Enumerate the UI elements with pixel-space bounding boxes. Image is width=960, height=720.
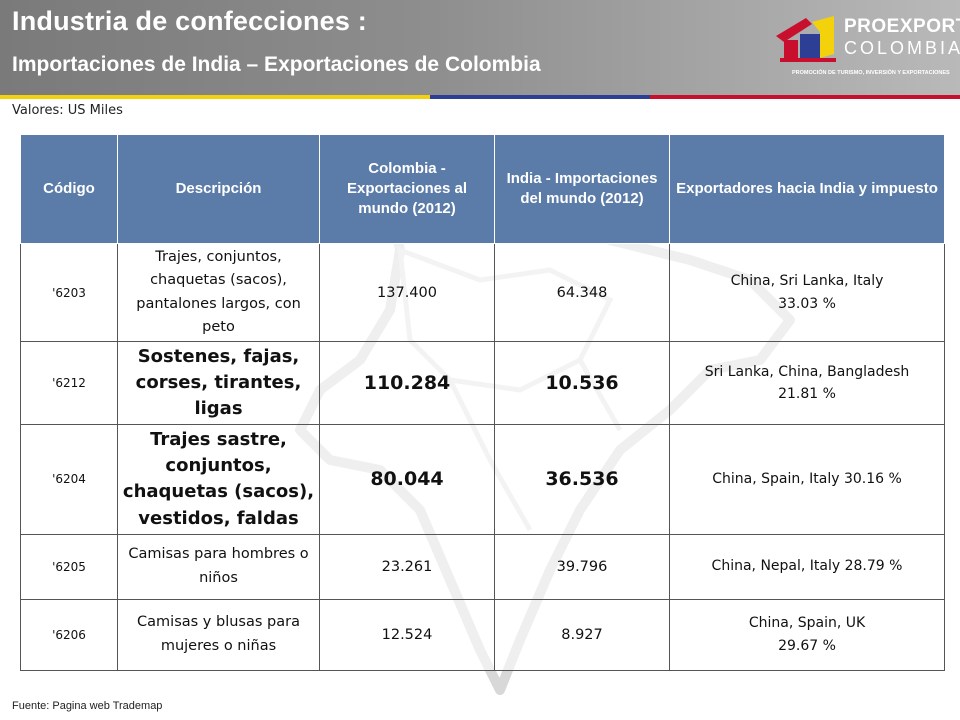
- cell-india-imports: 39.796: [494, 533, 670, 600]
- cell-code: '6212: [20, 340, 118, 426]
- cell-colombia-exports: 137.400: [319, 243, 495, 342]
- proexport-logo-icon: [776, 16, 836, 62]
- cell-description: Camisas para hombres o niños: [117, 533, 320, 600]
- exporters-countries: China, Spain, UK: [748, 615, 866, 632]
- cell-code: '6204: [20, 424, 118, 535]
- units-note: Valores: US Miles: [12, 103, 123, 118]
- cell-india-imports: 10.536: [494, 340, 670, 426]
- header-india-imports: India - Importaciones del mundo (2012): [494, 134, 670, 244]
- header-colombia-exports: Colombia - Exportaciones al mundo (2012): [319, 134, 495, 244]
- flag-stripe-red: [650, 95, 960, 99]
- table-row: '6212 Sostenes, fajas, corses, tirantes,…: [20, 340, 945, 426]
- proexport-logo: PROEXPORT COLOMBIA PROMOCIÓN DE TURISMO,…: [774, 14, 960, 84]
- cell-colombia-exports: 12.524: [319, 598, 495, 671]
- cell-code: '6203: [20, 243, 118, 342]
- flag-stripe-blue: [430, 95, 650, 99]
- cell-india-imports: 36.536: [494, 424, 670, 535]
- title-banner: Industria de confecciones : Importacione…: [0, 0, 960, 95]
- logo-tagline: PROMOCIÓN DE TURISMO, INVERSIÓN Y EXPORT…: [792, 70, 950, 76]
- cell-description: Sostenes, fajas, corses, tirantes, ligas: [117, 340, 320, 426]
- header-description: Descripción: [117, 134, 320, 244]
- cell-exporters: China, Spain, Italy 30.16 %: [669, 424, 945, 535]
- table-row: '6203 Trajes, conjuntos, chaquetas (saco…: [20, 243, 945, 342]
- exporters-countries: China, Sri Lanka, Italy: [730, 273, 884, 290]
- exporters-tariff: 29.67 %: [778, 637, 836, 654]
- cell-colombia-exports: 23.261: [319, 533, 495, 600]
- exporters-countries: China, Nepal, Italy 28.79 %: [711, 558, 903, 575]
- flag-stripe-yellow: [0, 95, 430, 99]
- table-header-row: Código Descripción Colombia - Exportacio…: [20, 134, 945, 244]
- cell-exporters: China, Nepal, Italy 28.79 %: [669, 533, 945, 600]
- exporters-tariff: 21.81 %: [778, 386, 836, 403]
- cell-code: '6205: [20, 533, 118, 600]
- cell-description: Trajes, conjuntos, chaquetas (sacos), pa…: [117, 243, 320, 342]
- cell-india-imports: 8.927: [494, 598, 670, 671]
- source-note: Fuente: Pagina web Trademap: [12, 700, 163, 712]
- table-row: '6204 Trajes sastre, conjuntos, chaqueta…: [20, 424, 945, 535]
- cell-exporters: Sri Lanka, China, Bangladesh 21.81 %: [669, 340, 945, 426]
- logo-name-line1: PROEXPORT: [844, 16, 960, 37]
- cell-colombia-exports: 110.284: [319, 340, 495, 426]
- header-exporters: Exportadores hacia India y impuesto: [669, 134, 945, 244]
- slide-subtitle: Importaciones de India – Exportaciones d…: [12, 53, 541, 76]
- table-row: '6206 Camisas y blusas para mujeres o ni…: [20, 598, 945, 671]
- slide-title: Industria de confecciones :: [12, 6, 367, 36]
- header-code: Código: [20, 134, 118, 244]
- trade-table: Código Descripción Colombia - Exportacio…: [20, 134, 945, 671]
- exporters-countries: Sri Lanka, China, Bangladesh: [704, 363, 910, 380]
- cell-description: Camisas y blusas para mujeres o niñas: [117, 598, 320, 671]
- exporters-tariff: 33.03 %: [778, 295, 836, 312]
- cell-exporters: China, Sri Lanka, Italy 33.03 %: [669, 243, 945, 342]
- cell-code: '6206: [20, 598, 118, 671]
- cell-description: Trajes sastre, conjuntos, chaquetas (sac…: [117, 424, 320, 535]
- cell-india-imports: 64.348: [494, 243, 670, 342]
- logo-name-line2: COLOMBIA: [844, 38, 960, 58]
- table-row: '6205 Camisas para hombres o niños 23.26…: [20, 533, 945, 600]
- exporters-countries: China, Spain, Italy 30.16 %: [712, 471, 902, 488]
- cell-exporters: China, Spain, UK 29.67 %: [669, 598, 945, 671]
- cell-colombia-exports: 80.044: [319, 424, 495, 535]
